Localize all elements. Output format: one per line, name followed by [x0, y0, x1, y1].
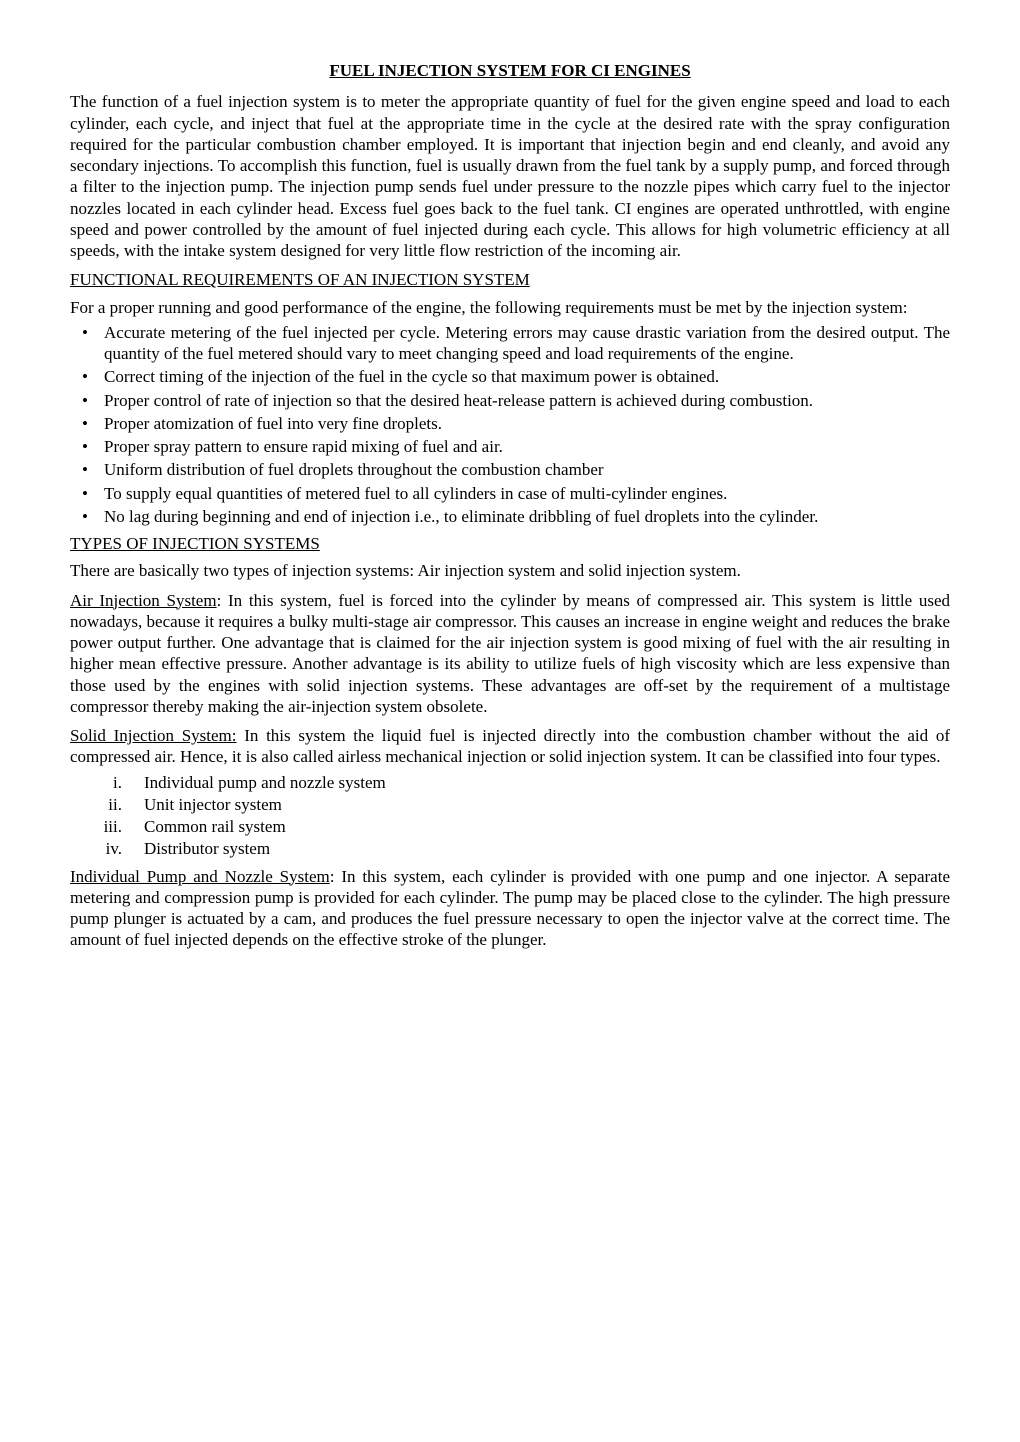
list-item: Proper spray pattern to ensure rapid mix… — [70, 436, 950, 457]
list-item: Proper atomization of fuel into very fin… — [70, 413, 950, 434]
item-text: Distributor system — [144, 838, 270, 859]
item-num: i. — [70, 772, 144, 793]
item-num: iv. — [70, 838, 144, 859]
list-item: No lag during beginning and end of injec… — [70, 506, 950, 527]
solid-label: Solid Injection System: — [70, 726, 237, 745]
list-item: Correct timing of the injection of the f… — [70, 366, 950, 387]
functional-intro: For a proper running and good performanc… — [70, 297, 950, 318]
types-intro: There are basically two types of injecti… — [70, 560, 950, 581]
list-item: i.Individual pump and nozzle system — [70, 772, 950, 793]
item-text: Common rail system — [144, 816, 286, 837]
list-item: iii.Common rail system — [70, 816, 950, 837]
solid-text-b: It can be classified into four types. — [702, 747, 941, 766]
list-item: To supply equal quantities of metered fu… — [70, 483, 950, 504]
list-item: iv.Distributor system — [70, 838, 950, 859]
individual-label: Individual Pump and Nozzle System — [70, 867, 330, 886]
list-item: ii.Unit injector system — [70, 794, 950, 815]
functional-heading: FUNCTIONAL REQUIREMENTS OF AN INJECTION … — [70, 269, 950, 290]
item-text: Unit injector system — [144, 794, 282, 815]
item-text: Individual pump and nozzle system — [144, 772, 386, 793]
air-label: Air Injection System — [70, 591, 217, 610]
item-num: ii. — [70, 794, 144, 815]
functional-list: Accurate metering of the fuel injected p… — [70, 322, 950, 527]
types-heading: TYPES OF INJECTION SYSTEMS — [70, 533, 950, 554]
solid-list: i.Individual pump and nozzle system ii.U… — [70, 772, 950, 860]
item-num: iii. — [70, 816, 144, 837]
list-item: Accurate metering of the fuel injected p… — [70, 322, 950, 365]
intro-para: The function of a fuel injection system … — [70, 91, 950, 261]
individual-pump-para: Individual Pump and Nozzle System: In th… — [70, 866, 950, 951]
air-injection-para: Air Injection System: In this system, fu… — [70, 590, 950, 718]
page-title: FUEL INJECTION SYSTEM FOR CI ENGINES — [70, 60, 950, 81]
list-item: Uniform distribution of fuel droplets th… — [70, 459, 950, 480]
list-item: Proper control of rate of injection so t… — [70, 390, 950, 411]
solid-injection-para: Solid Injection System: In this system t… — [70, 725, 950, 768]
